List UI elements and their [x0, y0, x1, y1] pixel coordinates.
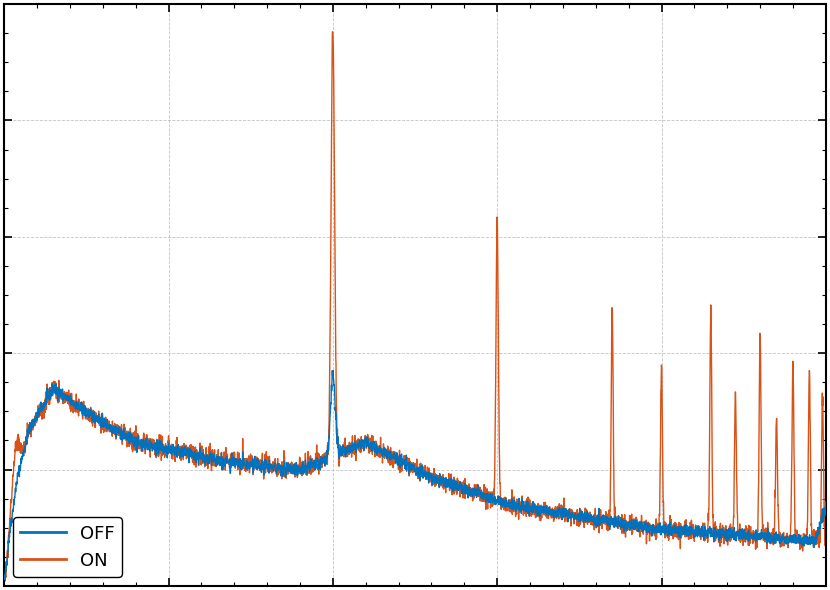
ON — [821, 536, 830, 543]
OFF — [344, 448, 354, 455]
Line: ON: ON — [4, 32, 826, 581]
OFF — [390, 451, 400, 458]
ON — [0, 578, 9, 585]
ON — [351, 444, 361, 451]
OFF — [327, 367, 337, 374]
ON — [0, 574, 9, 581]
OFF — [351, 444, 361, 451]
OFF — [597, 520, 607, 527]
Legend: OFF, ON: OFF, ON — [13, 517, 122, 577]
ON — [755, 333, 765, 340]
OFF — [0, 576, 10, 583]
ON — [597, 522, 607, 529]
OFF — [796, 540, 806, 548]
OFF — [0, 574, 9, 581]
ON — [796, 545, 806, 552]
ON — [328, 28, 338, 35]
OFF — [755, 533, 765, 540]
ON — [390, 448, 400, 455]
Line: OFF: OFF — [4, 371, 826, 579]
OFF — [821, 502, 830, 509]
ON — [344, 450, 354, 457]
